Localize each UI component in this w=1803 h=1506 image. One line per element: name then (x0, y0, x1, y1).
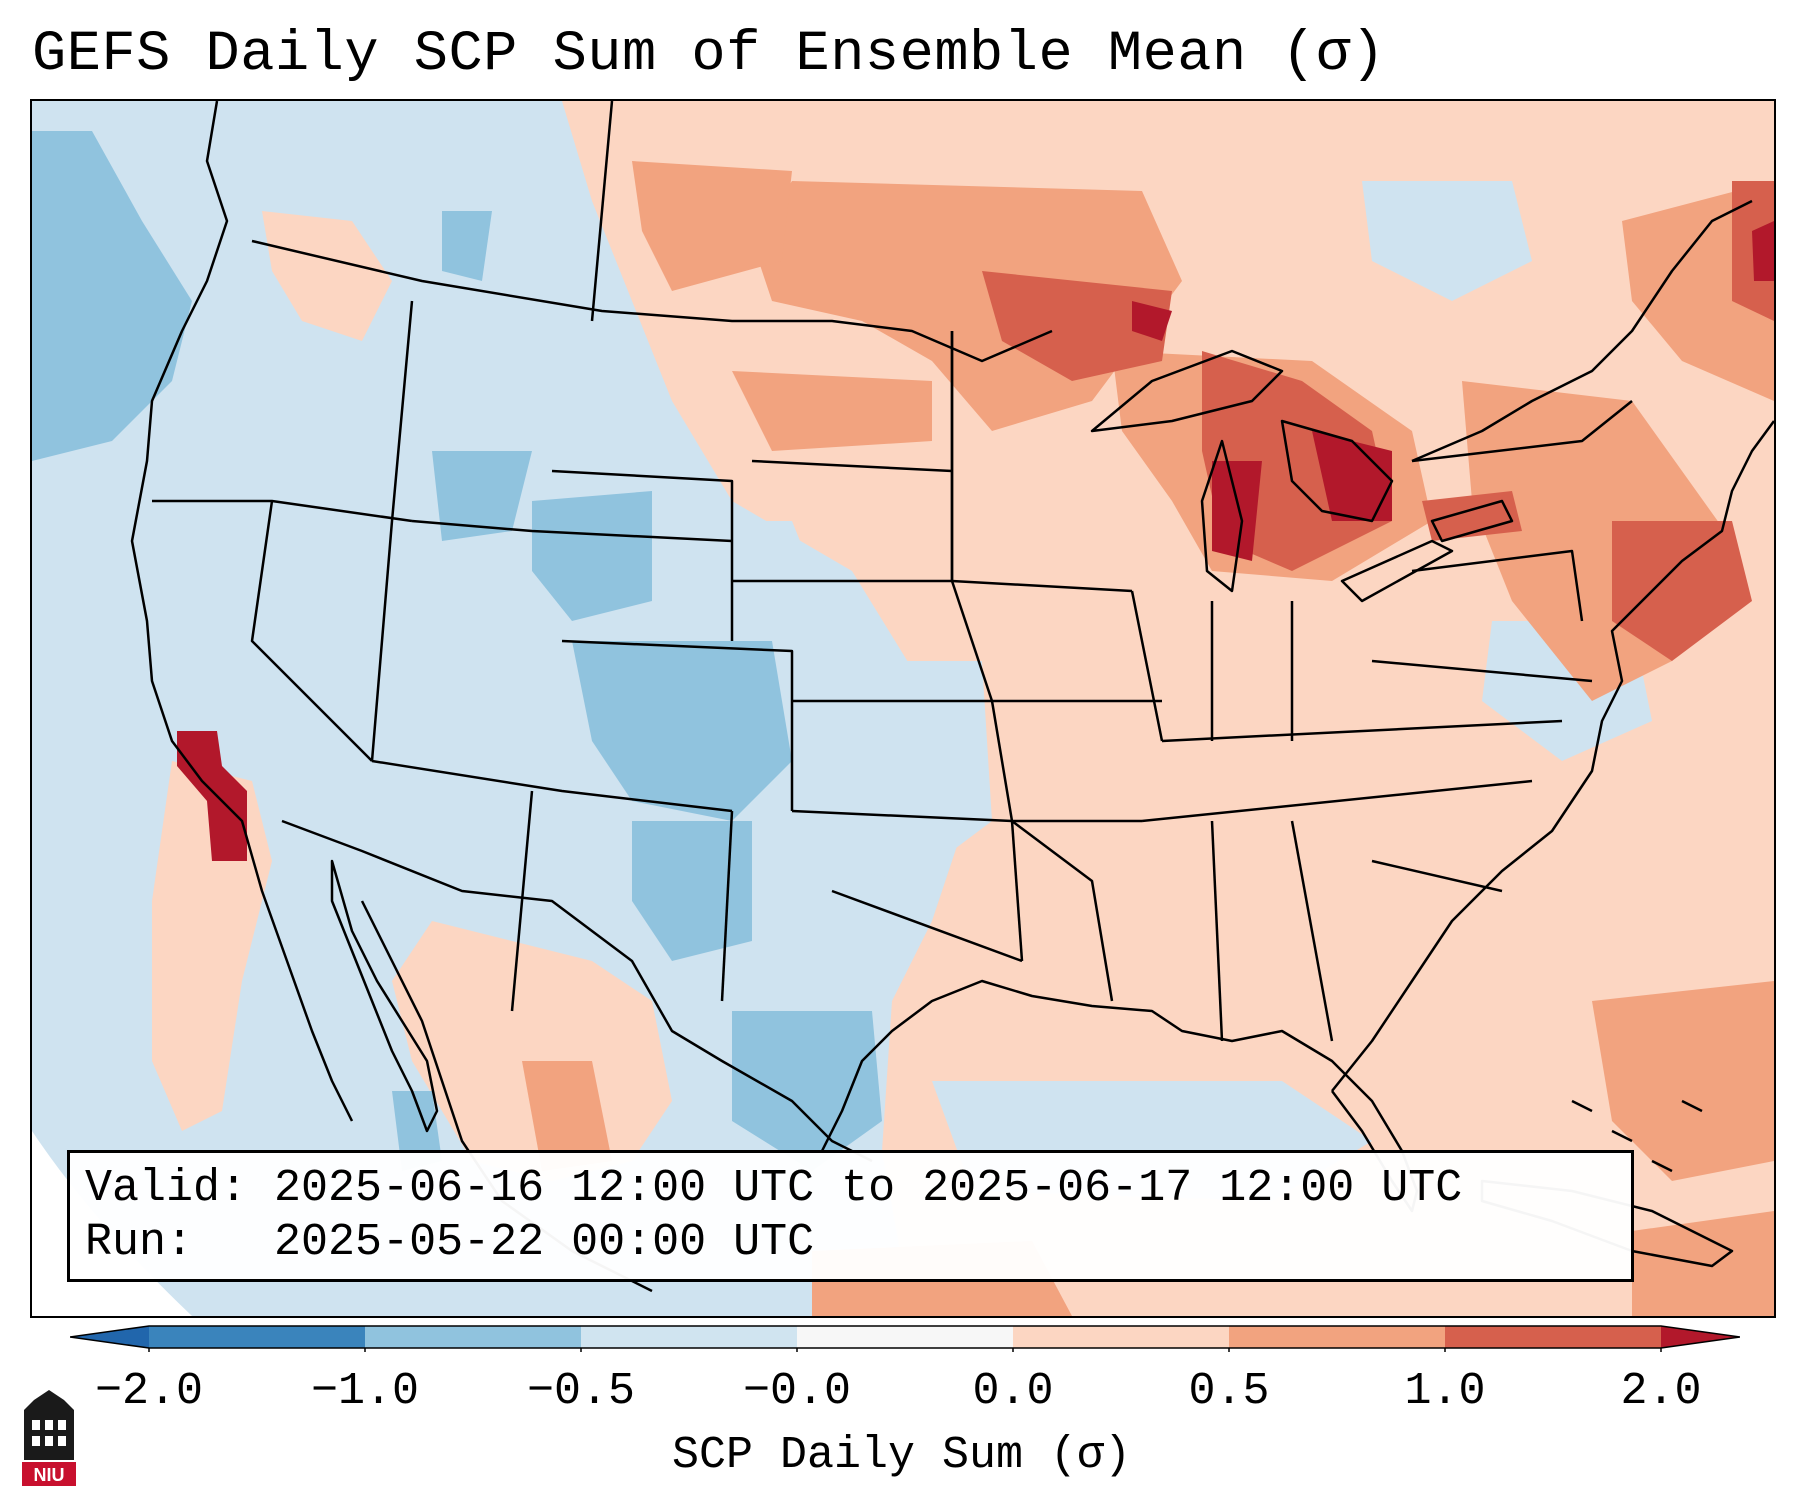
map-panel (30, 99, 1776, 1318)
state-line-west (152, 499, 413, 523)
extreme-positive-maine (1752, 221, 1774, 281)
negative-region-montana (442, 211, 492, 281)
state-line-idaho (370, 300, 414, 762)
extreme-positive-california (177, 731, 247, 861)
chart-title: GEFS Daily SCP Sum of Ensemble Mean (σ) (32, 23, 1386, 87)
coastline-west (130, 101, 354, 1122)
valid-label: Valid: (85, 1163, 248, 1214)
extreme-positive-lake-huron (1312, 431, 1392, 521)
negative-region-new-mexico (632, 821, 752, 961)
mexico-border (281, 819, 873, 1163)
colorbar-bin-3 (797, 1326, 1013, 1348)
extreme-positive-mn (1132, 301, 1172, 341)
colorbar-ticks (148, 1348, 1662, 1352)
colorbar-tick-label: −2.0 (94, 1366, 204, 1417)
lake-huron (1280, 419, 1394, 523)
bahamas (1571, 1099, 1703, 1173)
lake-erie (1340, 539, 1454, 603)
boundaries (130, 101, 1774, 1293)
state-line-georgia (1290, 820, 1334, 1042)
canada-border (251, 239, 1053, 363)
lake-michigan (1200, 439, 1244, 593)
colorbar-tick-label: 1.0 (1404, 1366, 1486, 1417)
lake-ontario (1430, 499, 1514, 543)
state-line-illinois (1130, 590, 1164, 742)
negative-region-pacific (32, 131, 192, 461)
state-line-carolinas (1371, 859, 1503, 893)
niu-logo: NIU (22, 1390, 76, 1486)
lake-superior (1090, 349, 1284, 433)
state-line-utah (371, 759, 733, 813)
medium-positive-baja (522, 1061, 612, 1171)
state-line-oklahoma (791, 809, 1013, 823)
state-line-texas-north (831, 889, 1023, 963)
state-line-kentucky (1161, 719, 1563, 743)
extreme-positive-lake-michigan (1212, 461, 1262, 561)
run-time: 2025-05-22 00:00 UTC (274, 1217, 815, 1268)
state-line-pennsylvania (1411, 549, 1584, 622)
state-line-rockies (411, 519, 733, 543)
state-line-dakotas (751, 459, 953, 473)
negative-region-colorado (572, 641, 792, 821)
state-line-wyoming (551, 469, 734, 641)
colorbar-over-arrow (1661, 1326, 1740, 1348)
colorbar (70, 1325, 1740, 1352)
strong-positive-minnesota (982, 271, 1172, 381)
colorbar-bin-2 (581, 1326, 797, 1348)
east-coast (1331, 420, 1774, 1092)
positive-region-pnw (262, 211, 392, 341)
medium-positive-north-plains (632, 161, 792, 291)
negative-region-texas (732, 1011, 882, 1171)
medium-positive-atlantic-e (1592, 981, 1774, 1181)
colorbar-bin-4 (1013, 1326, 1229, 1348)
logo-banner (22, 1462, 76, 1486)
run-label: Run: (85, 1217, 194, 1268)
colorbar-bin-0 (149, 1326, 365, 1348)
scp-anomaly-map (32, 101, 1774, 1316)
state-line-nevada (250, 500, 373, 762)
state-line-iowa (951, 579, 1133, 593)
state-line-virginia (1371, 659, 1593, 683)
strong-positive-mid-atlantic (1612, 521, 1752, 661)
colorbar-bin-1 (365, 1326, 581, 1348)
northeast-border (1411, 199, 1753, 463)
colorbar-title: SCP Daily Sum (σ) (671, 1430, 1132, 1481)
state-line-new-york (1411, 400, 1633, 463)
valid-time-range: 2025-06-16 12:00 UTC to 2025-06-17 12:00… (274, 1163, 1463, 1214)
negative-region-idaho (432, 451, 532, 541)
negative-region-wyoming (532, 491, 652, 621)
anomaly-field (32, 101, 1774, 1316)
state-line-colorado (561, 639, 794, 811)
valid-row: Valid: 2025-06-16 12:00 UTC to 2025-06-1… (85, 1162, 1631, 1216)
colorbar-bin-5 (1229, 1326, 1445, 1348)
logo-text: NIU (34, 1465, 65, 1485)
state-line-tennessee (1141, 779, 1533, 823)
baja-peninsula (330, 859, 439, 1133)
colorbar-tick-label: 0.5 (1188, 1366, 1270, 1417)
validity-info-box: Valid: 2025-06-16 12:00 UTC to 2025-06-1… (67, 1150, 1634, 1282)
state-line-red-river (1010, 820, 1024, 962)
state-line-new-mexico (720, 810, 734, 1002)
state-line-montana (590, 101, 614, 322)
colorbar-tick-label: −0.5 (526, 1366, 636, 1417)
state-line-arizona (510, 790, 534, 1012)
run-row: Run: 2025-05-22 00:00 UTC (85, 1216, 1631, 1270)
colorbar-bin-6 (1445, 1326, 1661, 1348)
colorbar-tick-label: −0.0 (742, 1366, 852, 1417)
colorbar-under-arrow (70, 1326, 149, 1348)
neutral-region-plains (722, 661, 992, 881)
colorbar-tick-label: 0.0 (972, 1366, 1054, 1417)
neutral-region-quebec (1362, 181, 1532, 301)
colorbar-tick-label: 2.0 (1620, 1366, 1702, 1417)
state-line-alabama (1210, 820, 1224, 1042)
colorbar-tick-label: −1.0 (310, 1366, 420, 1417)
medium-positive-dakotas (732, 371, 932, 451)
